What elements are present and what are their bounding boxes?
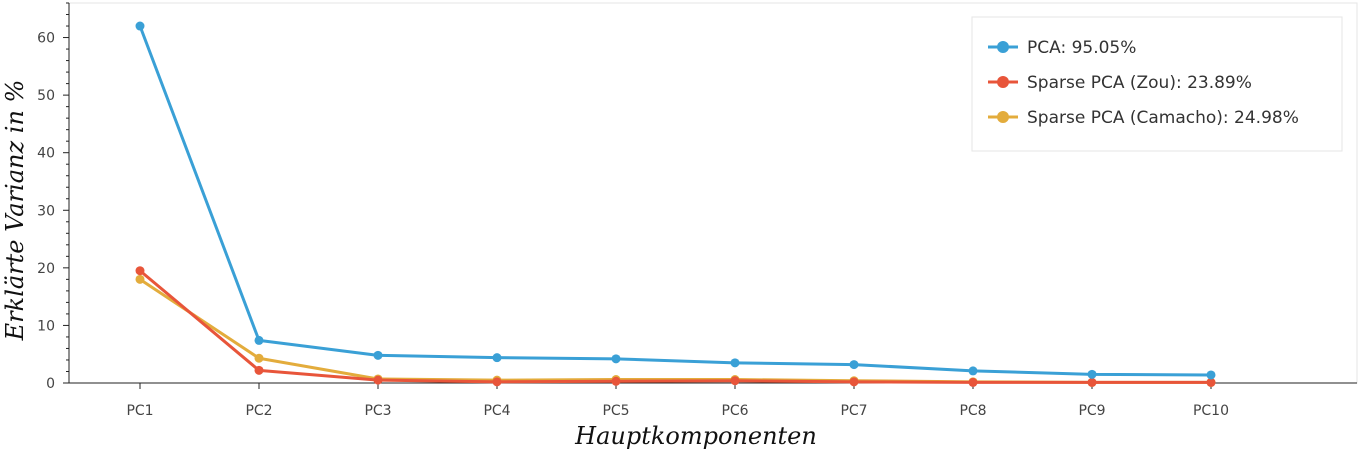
data-point — [254, 365, 264, 375]
x-tick-label: PC1 — [126, 403, 153, 419]
data-point — [849, 360, 859, 370]
data-point — [135, 21, 145, 31]
y-tick-label: 20 — [37, 261, 55, 277]
data-point — [492, 377, 502, 387]
series-line — [139, 278, 1211, 384]
data-point — [254, 335, 264, 345]
x-tick-label: PC3 — [364, 403, 391, 419]
legend-marker — [997, 76, 1009, 88]
data-point — [611, 376, 621, 386]
data-point — [1206, 377, 1216, 387]
x-tick-label: PC9 — [1078, 403, 1105, 419]
data-point — [849, 377, 859, 387]
data-point — [1087, 377, 1097, 387]
legend-label: Sparse PCA (Zou): 23.89% — [1027, 73, 1252, 93]
series-line — [138, 25, 1212, 377]
y-tick-label: 10 — [37, 318, 55, 334]
data-point — [730, 376, 740, 386]
data-point — [730, 358, 740, 368]
data-point — [135, 274, 145, 284]
legend-box — [971, 16, 1343, 152]
data-point — [373, 375, 383, 385]
data-point — [135, 266, 145, 276]
x-axis-title: Hauptkomponenten — [574, 422, 817, 450]
y-axis-title: Erklärte Varianz in % — [1, 80, 29, 342]
legend-marker — [997, 41, 1009, 53]
x-tick-label: PC2 — [245, 403, 272, 419]
y-tick-label: 0 — [46, 376, 55, 392]
y-tick-label: 40 — [37, 146, 55, 162]
data-point — [968, 366, 978, 376]
series-line — [139, 269, 1211, 384]
legend-marker — [997, 111, 1009, 123]
data-point — [968, 377, 978, 387]
x-tick-label: PC5 — [602, 403, 629, 419]
series-layer — [135, 21, 1216, 387]
data-point — [1206, 370, 1216, 380]
x-tick-label: PC6 — [721, 403, 748, 419]
legend-label: PCA: 95.05% — [1027, 38, 1136, 58]
y-tick-label: 60 — [37, 31, 55, 47]
legend-label: Sparse PCA (Camacho): 24.98% — [1027, 108, 1299, 128]
data-point — [611, 354, 621, 364]
x-tick-label: PC7 — [840, 403, 867, 419]
x-tick-label: PC4 — [483, 403, 510, 419]
data-point — [492, 353, 502, 363]
data-point — [1087, 369, 1097, 379]
data-point — [254, 353, 264, 363]
x-tick-label: PC8 — [959, 403, 986, 419]
x-tick-label: PC10 — [1193, 403, 1229, 419]
legend: PCA: 95.05% Sparse PCA (Zou): 23.89% Spars… — [971, 16, 1343, 152]
data-point — [373, 350, 383, 360]
y-tick-label: 30 — [37, 203, 55, 219]
y-tick-label: 50 — [37, 88, 55, 104]
